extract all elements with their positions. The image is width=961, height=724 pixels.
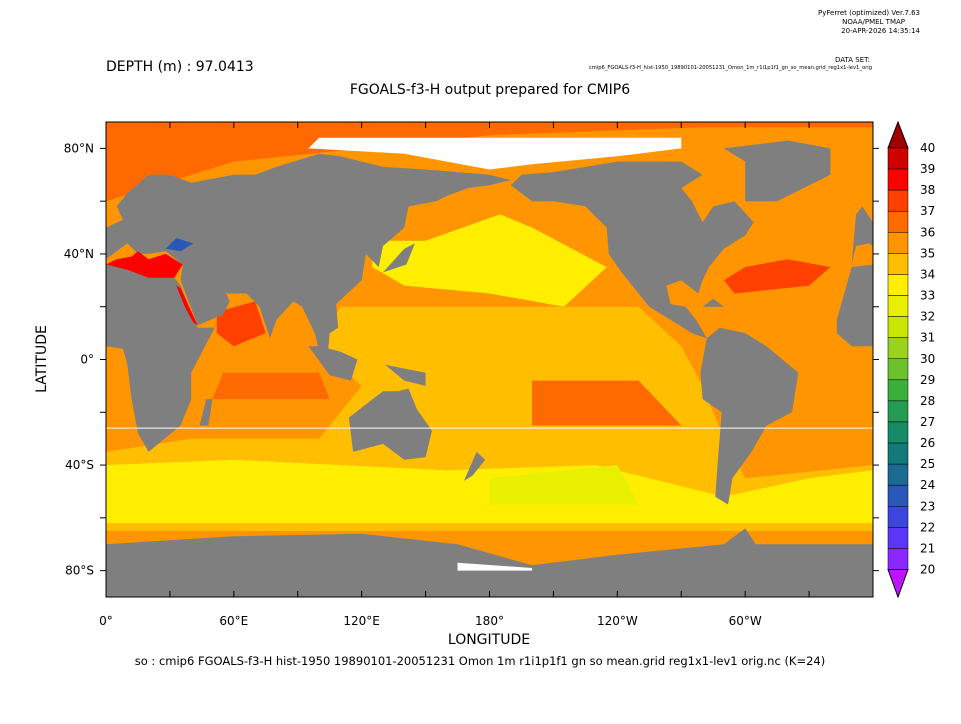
colorbar-label: 34 — [920, 267, 935, 281]
land — [510, 161, 754, 339]
title: FGOALS-f3-H output prepared for CMIP6 — [350, 82, 630, 98]
colorbar: 40 39 38 37 36 35 34 33 32 31 30 29 28 27 26 25 24 23 22 21… — [887, 120, 935, 599]
land — [199, 399, 213, 426]
colorbar-band — [887, 232, 909, 254]
ocean-region — [372, 214, 607, 307]
colorbar-band — [887, 295, 909, 317]
y-tick-label: 40°N — [64, 247, 94, 261]
ocean-region — [723, 259, 831, 294]
land — [348, 388, 432, 460]
colorbar-label: 39 — [920, 162, 935, 176]
colorbar-band — [887, 484, 909, 507]
black-sea — [165, 238, 194, 252]
land — [723, 140, 831, 202]
colorbar-band — [887, 463, 909, 486]
colorbar-label: 20 — [920, 563, 935, 577]
ocean-region — [106, 122, 873, 202]
colorbar-label: 27 — [920, 415, 935, 429]
colorbar-label: 28 — [920, 394, 935, 408]
land — [106, 528, 873, 597]
colorbar-label: 37 — [920, 204, 935, 218]
colorbar-label: 29 — [920, 373, 935, 387]
land — [702, 298, 724, 307]
colorbar-label: 36 — [920, 225, 935, 239]
colorbar-band — [887, 316, 909, 338]
y-axis-label: LATITUDE — [34, 325, 50, 393]
ocean-region — [489, 465, 639, 505]
colorbar-band — [887, 506, 909, 528]
land — [851, 206, 873, 265]
dataset: cmip6_FGOALS-f3-H_hist-1950_19890101-200… — [589, 65, 872, 71]
axes: 0° 60°E 120°E 180° 120°W 60°W 80°N 40°N 0° 40°S 80… — [64, 122, 879, 628]
colorbar-band — [887, 527, 909, 549]
colorbar-cap — [887, 569, 909, 599]
colorbar-label: 21 — [920, 541, 935, 555]
ice-shelf — [457, 562, 533, 571]
colorbar-band — [887, 400, 909, 423]
red-sea — [176, 285, 198, 326]
footer: so : cmip6 FGOALS-f3-H hist-1950 1989010… — [135, 654, 825, 668]
sea-ice — [308, 137, 682, 170]
colorbar-band — [887, 379, 909, 402]
land — [308, 346, 358, 381]
colorbar-label: 25 — [920, 457, 935, 471]
x-tick-label: 60°W — [729, 614, 762, 628]
land — [106, 153, 511, 357]
colorbar-band — [887, 421, 909, 444]
colorbar-band — [887, 168, 909, 191]
colorbar-label: 23 — [920, 499, 935, 513]
colorbar-label: 32 — [920, 310, 935, 324]
colorbar-label: 30 — [920, 352, 935, 366]
colorbar-label: 24 — [920, 478, 935, 492]
y-tick-label: 0° — [80, 353, 94, 367]
colorbar-band — [887, 442, 909, 465]
colorbar-band — [887, 337, 909, 359]
x-tick-label: 180° — [475, 614, 504, 628]
land — [385, 364, 426, 386]
colorbar-label: 22 — [920, 520, 935, 534]
date: 20-APR-2026 14:35:14 — [841, 27, 920, 35]
colorbar-band — [887, 358, 909, 381]
colorbar-label: 33 — [920, 289, 935, 303]
ocean-region — [212, 372, 330, 400]
x-axis-label: LONGITUDE — [448, 632, 530, 648]
depth: DEPTH (m) : 97.0413 — [106, 59, 254, 75]
land — [700, 327, 799, 505]
land — [836, 264, 873, 347]
land — [383, 243, 415, 273]
version: PyFerret (optimized) Ver.7.63 — [818, 9, 920, 17]
colorbar-label: 38 — [920, 183, 935, 197]
ocean-region — [532, 380, 682, 426]
mediterranean — [106, 251, 183, 278]
map — [106, 122, 873, 597]
y-tick-label: 80°N — [64, 141, 94, 155]
colorbar-label: 26 — [920, 436, 935, 450]
colorbar-label: 35 — [920, 246, 935, 260]
colorbar-band — [887, 253, 909, 275]
y-tick-label: 80°S — [65, 564, 94, 578]
x-tick-label: 0° — [99, 614, 113, 628]
colorbar-band — [887, 210, 909, 233]
colorbar-band — [887, 274, 909, 296]
lab: NOAA/PMEL TMAP — [842, 18, 905, 26]
colorbar-label: 31 — [920, 331, 935, 345]
dataset-label: DATA SET: — [835, 56, 870, 64]
x-tick-label: 120°E — [343, 614, 380, 628]
y-tick-label: 40°S — [65, 458, 94, 472]
x-tick-label: 60°E — [219, 614, 248, 628]
x-tick-label: 120°W — [597, 614, 638, 628]
land — [463, 451, 486, 481]
colorbar-label: 40 — [920, 141, 935, 155]
colorbar-band — [887, 548, 909, 570]
ocean-region — [216, 301, 266, 347]
colorbar-band — [887, 189, 909, 212]
colorbar-band — [887, 147, 909, 170]
